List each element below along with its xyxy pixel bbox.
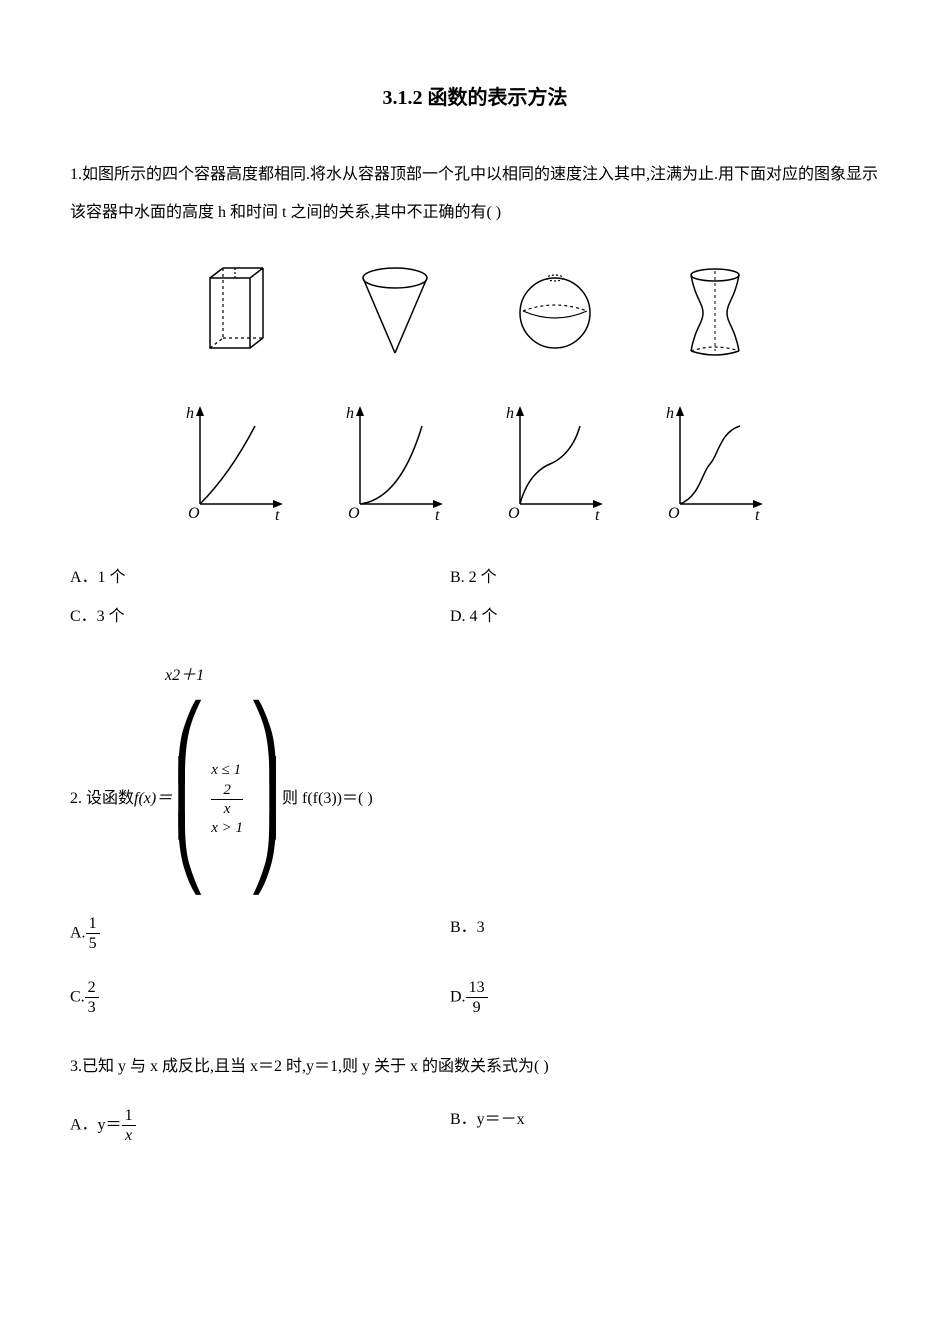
right-brace-icon: ⎞⎟⎠: [247, 716, 282, 884]
graph-4: h t O: [660, 404, 770, 535]
q2-option-c: C.23: [70, 978, 450, 1017]
container-cone: [355, 263, 435, 374]
piecewise-frac: 2 x: [211, 781, 243, 818]
h-label: h: [186, 405, 194, 422]
t-label: t: [755, 507, 760, 524]
h-label: h: [506, 405, 514, 422]
container-cuboid: [195, 263, 275, 374]
q2-fx: f(x)＝: [134, 785, 172, 814]
q2-option-a: A.15: [70, 914, 450, 953]
question-1: 1.如图所示的四个容器高度都相同.将水从容器顶部一个孔中以相同的速度注入其中,注…: [70, 156, 880, 632]
q1-option-a: A．1 个: [70, 564, 450, 593]
h-label: h: [346, 405, 354, 422]
q2-suffix: 则 f(f(3))＝( ): [282, 785, 373, 814]
q3-option-b: B．y＝－x: [450, 1106, 880, 1145]
q2-option-d: D.139: [450, 978, 880, 1017]
q2-option-b: B．3: [450, 914, 880, 953]
container-hourglass: [675, 263, 755, 374]
q1-option-c: C．3 个: [70, 603, 450, 632]
q1-option-d: D. 4 个: [450, 603, 880, 632]
left-brace-icon: ⎛⎜⎝: [172, 716, 207, 884]
t-label: t: [275, 507, 280, 524]
q3-text: 3.已知 y 与 x 成反比,且当 x＝2 时,y＝1,则 y 关于 x 的函数…: [70, 1048, 880, 1086]
q2-prefix: 2. 设函数: [70, 785, 134, 814]
q1-text: 1.如图所示的四个容器高度都相同.将水从容器顶部一个孔中以相同的速度注入其中,注…: [70, 156, 880, 233]
page-title: 3.1.2 函数的表示方法: [70, 80, 880, 116]
graph-3: h t O: [500, 404, 610, 535]
o-label: O: [668, 505, 680, 522]
t-label: t: [435, 507, 440, 524]
container-shapes-row: [70, 263, 880, 374]
o-label: O: [508, 505, 520, 522]
piecewise-row3: x > 1: [211, 818, 243, 839]
container-sphere: [515, 263, 595, 374]
o-label: O: [188, 505, 200, 522]
q3-option-a: A．y＝1x: [70, 1106, 450, 1145]
q2-top-expr: x2＋1: [165, 662, 880, 691]
question-3: 3.已知 y 与 x 成反比,且当 x＝2 时,y＝1,则 y 关于 x 的函数…: [70, 1048, 880, 1146]
graph-2: h t O: [340, 404, 450, 535]
h-label: h: [666, 405, 674, 422]
piecewise-function: ⎛⎜⎝ x ≤ 1 2 x x > 1 ⎞⎟⎠: [172, 716, 282, 884]
question-2: x2＋1 2. 设函数 f(x)＝ ⎛⎜⎝ x ≤ 1 2 x x > 1 ⎞⎟…: [70, 662, 880, 1018]
q1-option-b: B. 2 个: [450, 564, 880, 593]
o-label: O: [348, 505, 360, 522]
t-label: t: [595, 507, 600, 524]
piecewise-row1: x ≤ 1: [211, 760, 243, 781]
graphs-row: h t O h t O h: [70, 404, 880, 535]
graph-1: h t O: [180, 404, 290, 535]
